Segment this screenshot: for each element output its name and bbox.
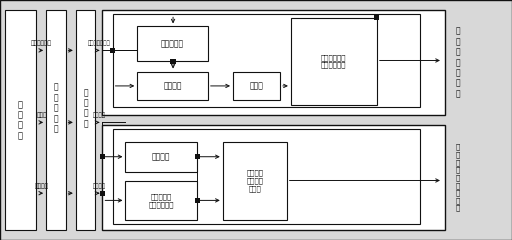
Text: 自适应光学成像: 自适应光学成像: [88, 40, 110, 46]
Text: 空
间
目
标: 空 间 目 标: [18, 100, 23, 140]
Bar: [100, 154, 105, 159]
Bar: [125, 181, 197, 220]
Text: 自
适
应
光
学
系
统: 自 适 应 光 学 系 统: [456, 27, 461, 98]
Bar: [76, 10, 95, 230]
Bar: [110, 48, 115, 53]
Bar: [137, 72, 208, 100]
Text: 缩束光路: 缩束光路: [163, 81, 182, 90]
Text: 回波接收: 回波接收: [92, 184, 105, 189]
Text: 漫
反
射
激
光
测
距
系
统: 漫 反 射 激 光 测 距 系 统: [456, 144, 460, 211]
Bar: [233, 72, 280, 100]
Bar: [374, 15, 379, 20]
Bar: [5, 10, 36, 230]
Text: 激光测距
控制电路
与软件: 激光测距 控制电路 与软件: [246, 170, 263, 192]
Bar: [170, 59, 176, 64]
Bar: [113, 14, 420, 107]
Bar: [102, 125, 445, 230]
Bar: [113, 129, 420, 224]
Bar: [137, 26, 208, 61]
Bar: [195, 154, 200, 159]
Text: 激光发射: 激光发射: [92, 113, 105, 119]
Bar: [291, 18, 377, 105]
Bar: [195, 198, 200, 203]
Text: 望
远
镜
系
统: 望 远 镜 系 统: [53, 83, 58, 133]
Text: 回波光束: 回波光束: [34, 184, 49, 189]
Text: 回波接收与
回波探测光路: 回波接收与 回波探测光路: [148, 193, 174, 208]
Bar: [102, 10, 445, 115]
Text: 激光束: 激光束: [36, 113, 47, 119]
Text: 精限踪系统: 精限踪系统: [161, 39, 184, 48]
Bar: [125, 142, 197, 172]
Bar: [100, 191, 105, 196]
Text: 哈特曼传感器
和波前处理机: 哈特曼传感器 和波前处理机: [321, 54, 347, 68]
Bar: [46, 10, 66, 230]
Text: 空间目标光线: 空间目标光线: [31, 41, 52, 47]
Text: 通
道
系
统: 通 道 系 统: [83, 88, 88, 128]
Text: 激光发射: 激光发射: [152, 152, 170, 161]
Bar: [223, 142, 287, 220]
Text: 变形镜: 变形镜: [249, 81, 264, 90]
